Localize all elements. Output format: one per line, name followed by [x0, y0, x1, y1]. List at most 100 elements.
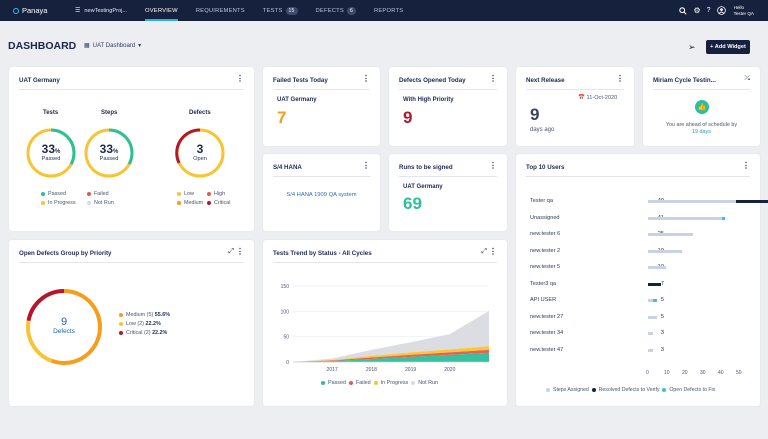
user-bar-steps [648, 233, 693, 236]
user-greeting: Hello [733, 5, 745, 11]
more-icon[interactable]: ⋮ [616, 74, 624, 83]
user-row[interactable]: new.tester 27 5 [530, 314, 760, 324]
search-icon[interactable] [679, 6, 688, 15]
user-row[interactable]: Tester qa49 [530, 198, 768, 208]
steps-donut-center: 33% Passed [81, 142, 137, 162]
more-icon[interactable]: ⋮ [489, 161, 497, 170]
legend-dot [546, 387, 550, 392]
user-name: new.tester 27 [530, 313, 564, 320]
tests-label: Tests [43, 110, 59, 116]
trend-icon[interactable]: ⤯ [744, 75, 750, 82]
legend-dot [177, 191, 181, 196]
defects-opened-widget: Defects Opened Today ⋮ With High Priorit… [389, 67, 507, 146]
legend-dot [87, 200, 91, 205]
user-value: 7 [660, 280, 664, 287]
user-name: new.tester 34 [530, 330, 564, 336]
more-icon[interactable]: ⋮ [236, 247, 244, 256]
x-tick-label: 2017 [327, 367, 338, 373]
tab-reports[interactable]: REPORTS [374, 0, 403, 21]
x-tick-label: 2019 [405, 367, 416, 373]
legend-dot [119, 312, 123, 317]
gear-icon[interactable]: ⚙ [693, 6, 701, 15]
user-row[interactable]: new.tester 34 3 [530, 330, 760, 340]
divider [19, 262, 244, 263]
share-icon[interactable]: ➢ [688, 42, 696, 52]
project-selector[interactable]: ☰ newTestingProj... [75, 7, 145, 15]
more-icon[interactable]: ⋮ [236, 74, 244, 83]
panaya-logo[interactable]: Panaya [13, 6, 75, 15]
more-icon[interactable]: ⋮ [362, 161, 370, 170]
legend-label: In Progress [380, 380, 409, 386]
failed-count[interactable]: 7 [277, 108, 287, 127]
priority-slice[interactable] [26, 289, 65, 322]
divider [653, 89, 750, 90]
tab-defects[interactable]: DEFECTS 6 [316, 0, 356, 21]
menu-icon[interactable]: ☰ [75, 8, 81, 14]
axis-tick-label: 30 [700, 370, 706, 376]
release-date: 📅 11-Oct-2020 [578, 95, 617, 101]
widget-subtitle: With High Priority [403, 97, 454, 103]
user-name: Tester QA [733, 10, 754, 16]
user-row[interactable]: Tester3 qa 7 [530, 281, 760, 291]
widget-title: Miriam Cycle Testin... [653, 77, 716, 84]
legend-dot [41, 191, 45, 196]
user-bar-steps [648, 348, 654, 352]
legend-dot [207, 200, 211, 205]
series-area[interactable] [293, 346, 489, 362]
user-row[interactable]: new.tester 219 [530, 248, 760, 258]
avatar-icon[interactable] [716, 6, 726, 15]
tab-tests[interactable]: TESTS 15 [263, 0, 298, 21]
tab-requirements[interactable]: REQUIREMENTS [196, 0, 245, 21]
user-bar-steps [648, 315, 657, 319]
tests-count-badge: 15 [285, 6, 298, 15]
user-row[interactable]: Unassigned41 [530, 215, 760, 225]
legend-dot [119, 330, 123, 335]
runs-count[interactable]: 69 [403, 194, 422, 213]
divider [526, 176, 750, 177]
user-value: 3 [660, 330, 664, 336]
series-area[interactable] [293, 352, 489, 362]
tab-overview[interactable]: OVERVIEW [145, 0, 178, 21]
priority-slice[interactable] [50, 289, 102, 365]
opened-count[interactable]: 9 [403, 108, 413, 127]
y-tick-label: 0 [286, 360, 289, 366]
y-tick-label: 150 [281, 284, 290, 290]
priority-slice[interactable] [26, 320, 53, 363]
series-area[interactable] [293, 310, 489, 362]
legend-label: Resolved Defects to Verify [598, 387, 660, 393]
widget-title: Tests Trend by Status - All Cycles [273, 250, 372, 257]
expand-icon[interactable]: ⤢ [228, 248, 234, 255]
user-row[interactable]: API USER 5 [530, 297, 760, 307]
logo-ring-icon [13, 7, 19, 14]
legend-label: Medium (5) [126, 312, 155, 318]
priority-legend-item: Critical (2) 22.2% [119, 330, 170, 336]
add-widget-button[interactable]: + Add Widget [706, 40, 750, 54]
more-icon[interactable]: ⋮ [362, 74, 370, 83]
defects-donut [175, 128, 225, 178]
legend-in-progress: In Progress [41, 200, 76, 206]
defects-label: Defects [189, 110, 211, 116]
tests-donut-center: 33% Passed [23, 142, 79, 162]
top-nav: Panaya ☰ newTestingProj... OVERVIEW REQU… [0, 0, 768, 21]
expand-icon[interactable]: ⤢ [481, 248, 487, 255]
more-icon[interactable]: ⋮ [489, 247, 497, 256]
more-icon[interactable]: ⋮ [489, 74, 497, 83]
divider [273, 262, 497, 263]
s4-system-link[interactable]: S/4 HANA 1909 QA system [286, 192, 357, 198]
user-row[interactable]: new.tester 510 [530, 264, 760, 274]
help-icon[interactable]: ? [706, 7, 711, 14]
tests-donut [26, 128, 76, 178]
user-row[interactable]: new.tester 47 3 [530, 347, 760, 357]
axis-tick-label: 20 [682, 370, 688, 376]
user-row[interactable]: new.tester 625 [530, 231, 760, 241]
legend-label: Critical [214, 200, 231, 206]
user-name: API USER [530, 297, 557, 303]
divider [526, 89, 624, 90]
priority-center: 9 Defects [23, 316, 105, 335]
users-legend: Steps Assigned Resolved Defects to Verif… [546, 387, 715, 393]
user-menu[interactable]: Hello Tester QA [734, 5, 754, 16]
dashboard-select[interactable]: ▦ UAT Dashboard ▾ [84, 42, 141, 50]
y-tick-label: 100 [281, 309, 290, 315]
user-name: Tester3 qa [530, 280, 557, 287]
more-icon[interactable]: ⋮ [742, 161, 750, 170]
